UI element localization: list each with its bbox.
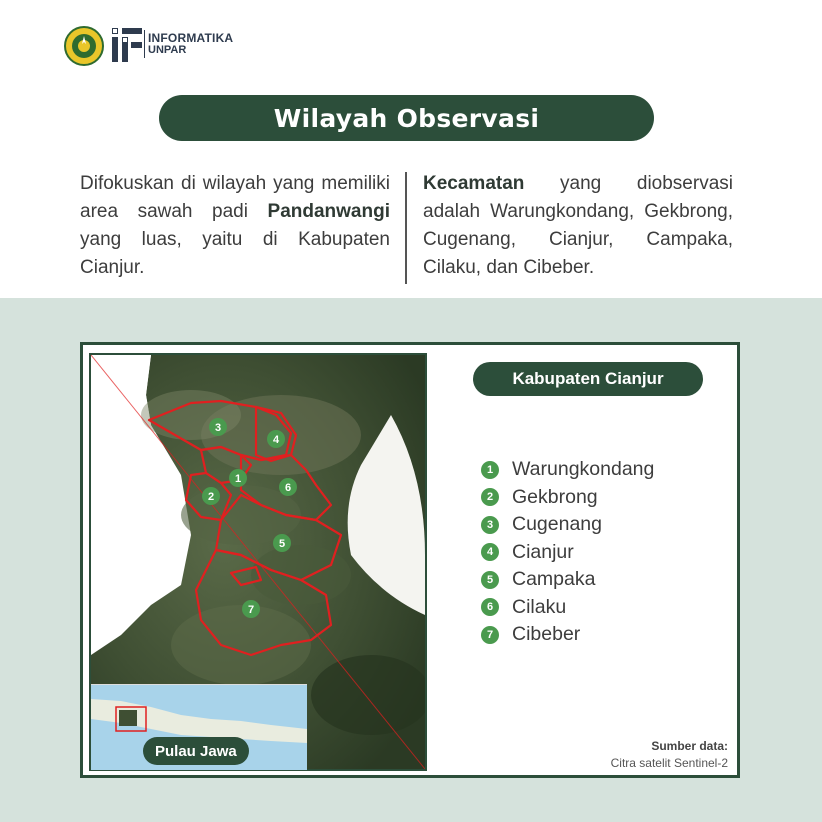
logo-divider: [144, 30, 145, 58]
legend-item: 6 Cilaku: [481, 594, 654, 622]
column-divider: [405, 172, 407, 284]
legend-item: 1 Warungkondang: [481, 456, 654, 484]
page-title: Wilayah Observasi: [159, 95, 654, 141]
legend-label: Gekbrong: [512, 485, 598, 508]
legend-label: Cibeber: [512, 623, 581, 646]
intro-left-part2: yang luas, yaitu di Kabupaten Cianjur.: [80, 229, 390, 278]
legend-label: Cianjur: [512, 540, 574, 563]
region-title: Kabupaten Cianjur: [473, 362, 703, 396]
legend-number-badge: 6: [481, 598, 499, 617]
legend-item: 5 Campaka: [481, 566, 654, 594]
map-marker-1: 1: [235, 473, 241, 485]
intro-left-text: Difokuskan di wilayah yang memiliki area…: [80, 170, 390, 282]
legend-number-badge: 1: [481, 460, 499, 479]
legend-number-badge: 5: [481, 570, 499, 589]
map-marker-7: 7: [248, 604, 254, 616]
data-source: Sumber data: Citra satelit Sentinel-2: [611, 738, 728, 772]
legend-item: 2 Gekbrong: [481, 484, 654, 512]
map-marker-5: 5: [279, 538, 285, 550]
legend-label: Warungkondang: [512, 458, 655, 481]
java-inset-label: Pulau Jawa: [143, 737, 249, 765]
legend-number-badge: 3: [481, 515, 499, 534]
legend-item: 4 Cianjur: [481, 539, 654, 567]
intro-right-bold: Kecamatan: [423, 173, 525, 194]
informatika-logo-text: INFORMATIKA UNPAR: [148, 32, 233, 56]
intro-left-bold: Pandanwangi: [267, 201, 390, 222]
legend-number-badge: 4: [481, 543, 499, 562]
map-marker-3: 3: [215, 422, 221, 434]
legend-number-badge: 2: [481, 488, 499, 507]
unpar-seal-logo: [64, 26, 104, 66]
district-legend: 1 Warungkondang 2 Gekbrong 3 Cugenang 4 Cian…: [481, 456, 654, 649]
intro-left-part1: Difokuskan di wilayah yang memiliki area…: [80, 173, 390, 222]
source-value: Citra satelit Sentinel-2: [610, 756, 728, 770]
legend-label: Campaka: [512, 568, 596, 591]
header-section: [0, 0, 822, 298]
map-marker-6: 6: [285, 482, 291, 494]
informatika-if-logo: [112, 28, 142, 62]
logo-line-1: INFORMATIKA: [148, 31, 234, 45]
logo-line-2: UNPAR: [148, 44, 187, 56]
source-label: Sumber data:: [651, 739, 728, 753]
legend-label: Cilaku: [512, 595, 567, 618]
legend-item: 3 Cugenang: [481, 511, 654, 539]
map-marker-4: 4: [273, 434, 280, 446]
legend-number-badge: 7: [481, 625, 499, 644]
intro-right-text: Kecamatan yang diobservasi adalah Warung…: [423, 170, 733, 282]
map-marker-2: 2: [208, 491, 214, 503]
legend-item: 7 Cibeber: [481, 621, 654, 649]
intro-right-part: yang diobservasi adalah Warungkondang, G…: [423, 173, 733, 278]
legend-label: Cugenang: [512, 513, 602, 536]
